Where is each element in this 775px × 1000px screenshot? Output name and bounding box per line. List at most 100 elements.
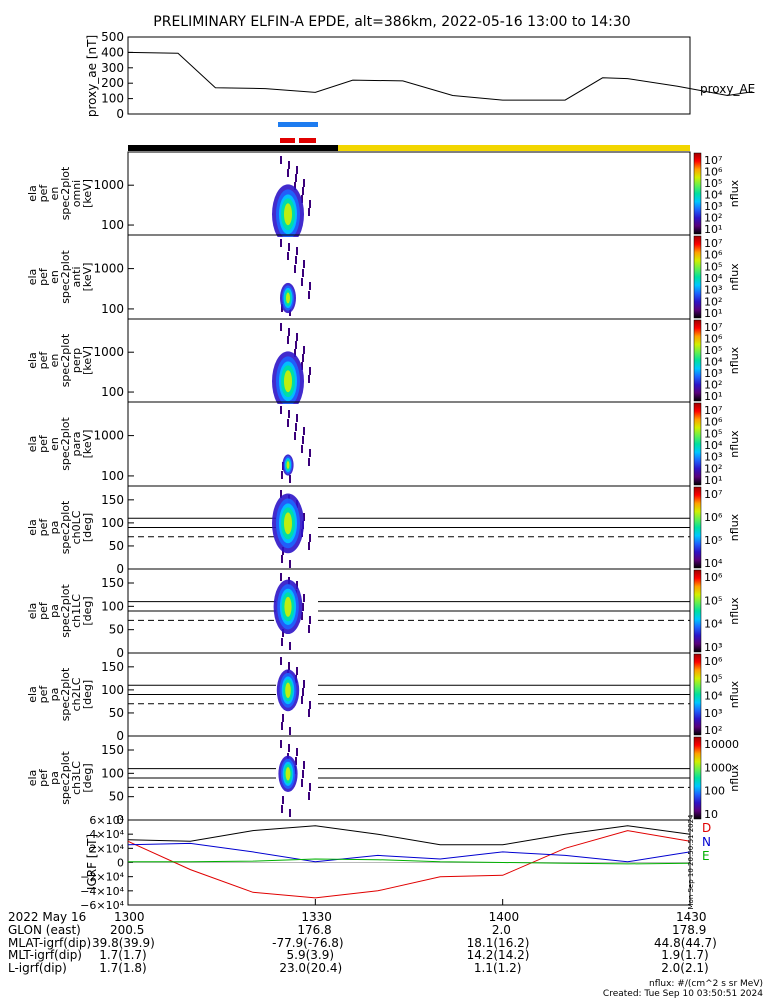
energy-ytick-label: 100 bbox=[101, 218, 124, 232]
spectrogram-ylabel-line: pa bbox=[48, 604, 61, 618]
footer-row-value: 176.8 bbox=[297, 923, 332, 937]
igrf-series-line-D bbox=[127, 830, 691, 899]
colorbar-tick-label: 10¹ bbox=[704, 307, 722, 320]
spectrogram-speckle bbox=[289, 809, 291, 817]
spectrogram-speckle bbox=[301, 612, 303, 620]
spectrogram-speckle bbox=[295, 256, 297, 264]
colorbar-tick-label: 10⁶ bbox=[704, 416, 723, 429]
spectrogram-speckle bbox=[309, 367, 311, 375]
spectrogram-ylabel-line: spec2plot bbox=[59, 751, 72, 805]
footer-row-value: 44.8(44.7) bbox=[654, 935, 717, 950]
footer-row-value: 5.9(3.9) bbox=[286, 948, 335, 962]
spectrogram-speckle bbox=[302, 436, 304, 444]
spectrogram-speckle bbox=[309, 449, 311, 457]
spectrogram-ylabel-line: ela bbox=[26, 686, 39, 703]
spectrogram-speckle bbox=[295, 174, 297, 182]
colorbar-zlabel: nflux bbox=[728, 764, 741, 792]
spectrogram-speckle bbox=[294, 265, 296, 273]
energy-ytick-label: 100 bbox=[101, 302, 124, 316]
energy-ytick-label: 1000 bbox=[93, 262, 124, 276]
spectrogram-ylabel-line: ela bbox=[26, 269, 39, 286]
spectrogram-ylabel-line: ela bbox=[26, 436, 39, 453]
spectrogram-frame-perp_energy bbox=[127, 318, 691, 403]
spectrogram-speckle bbox=[308, 458, 310, 466]
time-tick-label: 1300 bbox=[114, 910, 145, 924]
footer-row-value: 23.0(20.4) bbox=[279, 960, 343, 975]
pitch-ytick-label: 50 bbox=[109, 706, 124, 720]
spectrogram-flux-blob bbox=[284, 596, 292, 617]
footer-row-value: -77.9(-76.8) bbox=[272, 935, 344, 950]
spectrogram-ylabel-line: ela bbox=[26, 352, 39, 369]
colorbar-perp_energy bbox=[693, 319, 702, 402]
spectrogram-speckle bbox=[301, 779, 303, 787]
status-bars bbox=[128, 122, 690, 151]
spectrogram-ylabel-line: pef bbox=[37, 184, 50, 203]
time-tick-label: 1430 bbox=[676, 910, 707, 924]
colorbar-tick-label: 10⁶ bbox=[704, 511, 723, 524]
spectrogram-speckle bbox=[287, 336, 289, 344]
spectrogram-speckle bbox=[309, 534, 311, 542]
spectrogram-speckle bbox=[303, 680, 305, 688]
colorbar-anti_energy bbox=[693, 235, 702, 319]
spectrogram-speckle bbox=[288, 744, 290, 752]
spectrogram-ylabel-line: en bbox=[48, 437, 61, 451]
spectrogram-speckle bbox=[289, 560, 291, 568]
proxy-ae-series-label: proxy_AE bbox=[700, 82, 755, 96]
sunlight-bar-yellow bbox=[338, 145, 690, 151]
footer-row-value: 2.0(2.1) bbox=[661, 960, 709, 975]
igrf-ytick-label: 4×10⁴ bbox=[89, 828, 124, 841]
pitch-ytick-label: 0 bbox=[116, 813, 124, 827]
colorbar-tick-label: 10⁵ bbox=[704, 344, 722, 357]
colorbar-tick-label: 1000 bbox=[704, 761, 732, 774]
spectrogram-speckle bbox=[302, 269, 304, 277]
pitch-ytick-label: 50 bbox=[109, 539, 124, 553]
spectrogram-speckle bbox=[281, 638, 283, 646]
energy-ytick-label: 100 bbox=[101, 469, 124, 483]
colorbar-tick-label: 10⁶ bbox=[704, 249, 723, 262]
plot-title: PRELIMINARY ELFIN-A EPDE, alt=386km, 202… bbox=[153, 14, 630, 30]
spectrogram-speckle bbox=[308, 709, 310, 717]
colorbar-tick-label: 10⁵ bbox=[704, 177, 722, 190]
spectrogram-ylabel-line: pef bbox=[37, 518, 50, 537]
spectrogram-speckle bbox=[280, 406, 282, 414]
spectrogram-speckle bbox=[296, 333, 298, 341]
footer-row-value: 18.1(16.2) bbox=[466, 935, 530, 950]
pitch-ytick-label: 150 bbox=[101, 743, 124, 757]
pitch-ytick-label: 50 bbox=[109, 790, 124, 804]
science-zone-bar-red-2 bbox=[299, 138, 316, 143]
spectrogram-ylabel-line: spec2plot bbox=[59, 417, 72, 471]
spectrogram-ylabel-line: pa bbox=[48, 688, 61, 702]
spectrogram-ylabel-line: ela bbox=[26, 770, 39, 787]
igrf-legend-D: D bbox=[702, 821, 711, 835]
spectrogram-speckle bbox=[301, 696, 303, 704]
colorbar-tick-label: 10⁷ bbox=[704, 488, 722, 501]
spectrogram-ylabel-line: spec2plot bbox=[59, 584, 72, 638]
time-tick-label: 1400 bbox=[488, 910, 520, 924]
spectrogram-speckle bbox=[296, 581, 298, 589]
pitch-ytick-label: 150 bbox=[101, 576, 124, 590]
spectrogram-speckle bbox=[295, 757, 297, 765]
colorbar-tick-label: 10³ bbox=[704, 707, 722, 720]
spectrogram-ylabel-line: [keV] bbox=[81, 430, 94, 459]
spectrogram-ylabel-line: en bbox=[48, 354, 61, 368]
nflux-units-note: nflux: #/(cm^2 s sr MeV) bbox=[649, 979, 763, 989]
spectrogram-ylabel-line: pef bbox=[37, 267, 50, 286]
proxy-ae-ytick-label: 300 bbox=[101, 61, 124, 75]
colorbar-ch0LC bbox=[693, 486, 702, 569]
spectrogram-frame-para_energy bbox=[127, 401, 691, 487]
spectrogram-speckle bbox=[302, 354, 304, 362]
spectrogram-speckle bbox=[309, 200, 311, 208]
spectrogram-ylabel-line: ch0LC bbox=[70, 510, 83, 544]
spectrogram-ylabel-line: ela bbox=[26, 603, 39, 620]
colorbar-ch3LC bbox=[693, 736, 702, 820]
spectrogram-flux-blob bbox=[284, 512, 292, 535]
spectrogram-ylabel-line: [deg] bbox=[81, 763, 94, 792]
science-zone-bar-blue bbox=[278, 122, 318, 127]
colorbar-tick-label: 10⁴ bbox=[704, 618, 723, 631]
spectrogram-speckle bbox=[289, 642, 291, 650]
colorbar-para_energy bbox=[693, 402, 702, 486]
colorbar-ch2LC bbox=[693, 653, 702, 736]
spectrogram-ylabel-line: [deg] bbox=[81, 596, 94, 625]
spectrogram-speckle bbox=[296, 414, 298, 422]
spectrogram-speckle bbox=[281, 722, 283, 730]
